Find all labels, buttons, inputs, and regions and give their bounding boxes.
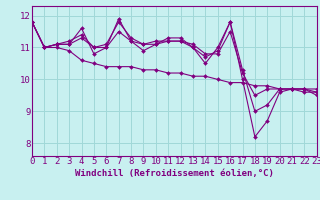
X-axis label: Windchill (Refroidissement éolien,°C): Windchill (Refroidissement éolien,°C): [75, 169, 274, 178]
